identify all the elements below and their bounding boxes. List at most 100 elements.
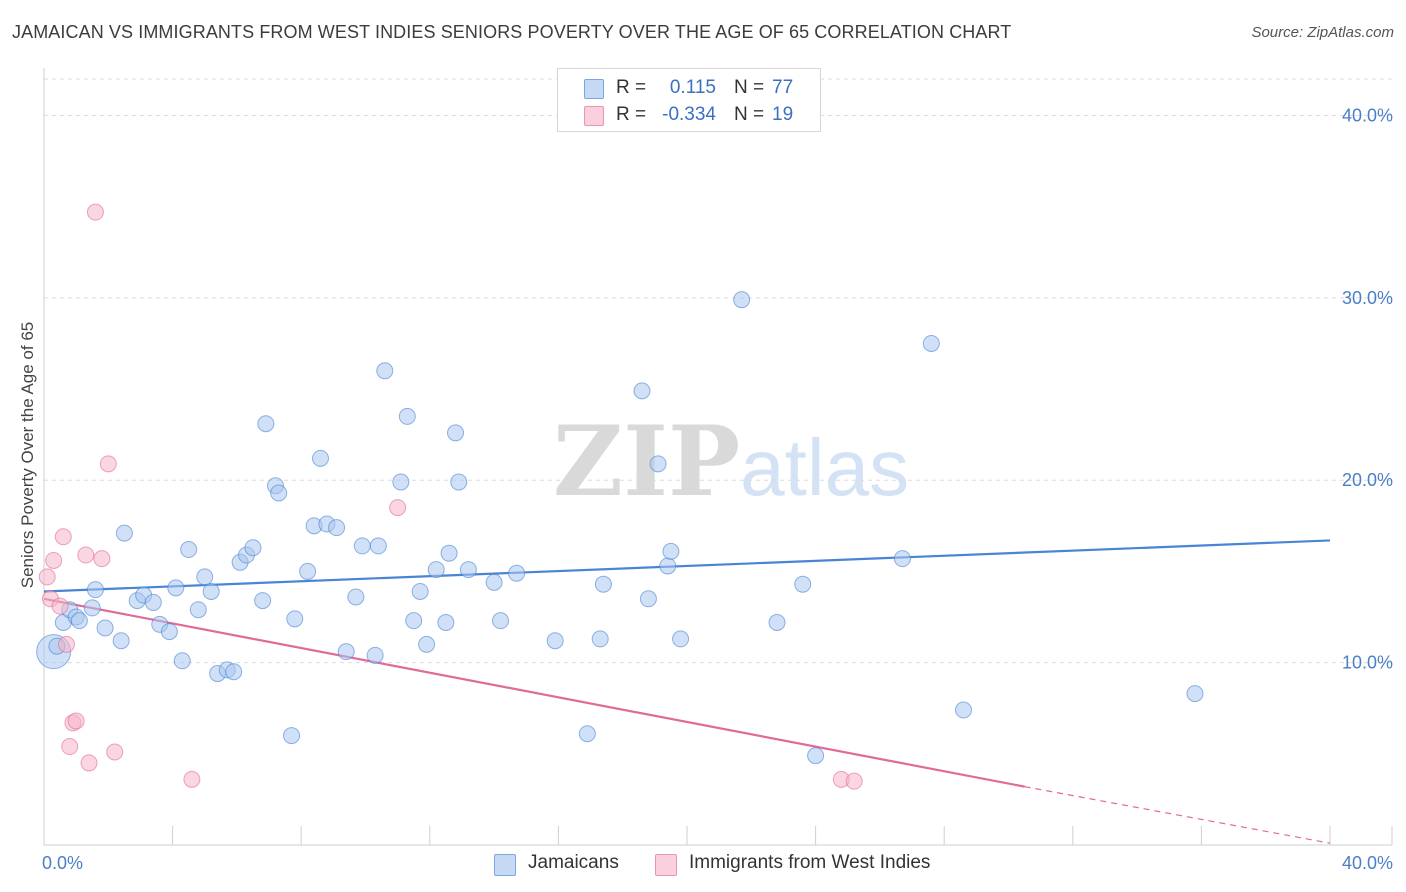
point-jamaicans — [86, 581, 104, 599]
point-jamaicans — [639, 590, 657, 608]
trend-lines — [43, 539, 1331, 844]
chart-title: JAMAICAN VS IMMIGRANTS FROM WEST INDIES … — [12, 22, 1012, 42]
point-jamaicans — [311, 449, 329, 467]
point-west-indies — [80, 754, 98, 772]
point-west-indies — [77, 546, 95, 564]
point-jamaicans — [270, 484, 288, 502]
point-jamaicans — [328, 519, 346, 537]
trend-line-jamaicans — [43, 539, 1331, 593]
point-west-indies — [54, 528, 72, 546]
point-west-indies — [183, 770, 201, 788]
y-axis-label: Seniors Poverty Over the Age of 65 — [18, 321, 37, 589]
legend-swatch-west-indies — [584, 106, 604, 126]
point-west-indies — [45, 551, 63, 569]
point-jamaicans — [405, 612, 423, 630]
point-jamaicans — [254, 592, 272, 610]
point-jamaicans — [459, 561, 477, 579]
point-jamaicans — [485, 573, 503, 591]
bottom-legend-label: Immigrants from West Indies — [689, 852, 931, 873]
point-west-indies — [106, 743, 124, 761]
point-jamaicans — [83, 599, 101, 617]
point-jamaicans — [508, 564, 526, 582]
point-jamaicans — [922, 334, 940, 352]
point-jamaicans — [337, 643, 355, 661]
point-jamaicans — [366, 646, 384, 664]
legend-n-value: 77 — [772, 77, 794, 98]
point-west-indies — [51, 597, 69, 615]
point-west-indies — [86, 203, 104, 221]
point-jamaicans — [649, 455, 667, 473]
point-jamaicans — [244, 539, 262, 557]
data-points — [36, 203, 1204, 790]
y-tick-label: 30.0% — [1342, 288, 1393, 308]
point-jamaicans — [662, 542, 680, 560]
point-jamaicans — [299, 562, 317, 580]
point-jamaicans — [578, 725, 596, 743]
point-jamaicans — [115, 524, 133, 542]
x-tick-label-min: 0.0% — [42, 853, 83, 873]
point-jamaicans — [173, 652, 191, 670]
point-jamaicans — [546, 632, 564, 650]
point-jamaicans — [594, 575, 612, 593]
trend-line-west-indies — [43, 597, 1025, 788]
x-tick-label-max: 40.0% — [1342, 853, 1393, 873]
y-tick-label: 20.0% — [1342, 470, 1393, 490]
legend-n-label: N = — [734, 104, 765, 125]
point-jamaicans — [160, 623, 178, 641]
point-jamaicans — [437, 613, 455, 631]
point-west-indies — [389, 499, 407, 517]
point-jamaicans — [376, 362, 394, 380]
point-jamaicans — [1186, 685, 1204, 703]
point-jamaicans — [196, 568, 214, 586]
point-jamaicans — [257, 415, 275, 433]
point-jamaicans — [144, 593, 162, 611]
point-jamaicans — [659, 557, 677, 575]
legend-swatch-jamaicans — [584, 79, 604, 99]
point-jamaicans — [591, 630, 609, 648]
point-jamaicans — [492, 612, 510, 630]
y-tick-label: 40.0% — [1342, 105, 1393, 125]
point-jamaicans — [398, 407, 416, 425]
point-jamaicans — [450, 473, 468, 491]
correlation-legend: R = 0.115 N = 77 R = -0.334 N = 19 — [557, 68, 821, 132]
point-jamaicans — [733, 291, 751, 309]
axes — [43, 68, 1393, 846]
legend-r-label: R = — [616, 77, 647, 98]
point-west-indies — [61, 738, 79, 756]
point-jamaicans — [96, 619, 114, 637]
point-jamaicans — [794, 575, 812, 593]
point-jamaicans — [392, 473, 410, 491]
point-jamaicans — [286, 610, 304, 628]
point-jamaicans — [447, 424, 465, 442]
point-jamaicans — [202, 582, 220, 600]
point-west-indies — [38, 568, 56, 586]
bottom-legend-swatch-jamaicans — [494, 854, 516, 876]
point-jamaicans — [440, 544, 458, 562]
point-jamaicans — [427, 561, 445, 579]
point-west-indies — [93, 550, 111, 568]
legend-n-value: 19 — [772, 104, 794, 125]
point-jamaicans — [893, 550, 911, 568]
point-jamaicans — [70, 612, 88, 630]
point-west-indies — [67, 712, 85, 730]
y-tick-label: 10.0% — [1342, 653, 1393, 673]
bottom-legend-swatch-west-indies — [655, 854, 677, 876]
point-jamaicans — [954, 701, 972, 719]
point-west-indies — [58, 635, 76, 653]
tick-labels: 10.0% 20.0% 30.0% 40.0% 0.0% 40.0% — [42, 105, 1393, 873]
point-jamaicans — [768, 613, 786, 631]
point-west-indies — [99, 455, 117, 473]
point-jamaicans — [167, 579, 185, 597]
legend-row-jamaicans: R = 0.115 N = 77 — [558, 75, 820, 103]
legend-r-label: R = — [616, 104, 647, 125]
point-jamaicans — [353, 537, 371, 555]
point-jamaicans — [411, 582, 429, 600]
point-jamaicans — [347, 588, 365, 606]
point-jamaicans — [633, 382, 651, 400]
point-jamaicans — [369, 537, 387, 555]
point-jamaicans — [807, 747, 825, 765]
legend-r-value: 0.115 — [669, 77, 716, 98]
point-jamaicans — [672, 630, 690, 648]
legend-row-west-indies: R = -0.334 N = 19 — [558, 102, 820, 130]
